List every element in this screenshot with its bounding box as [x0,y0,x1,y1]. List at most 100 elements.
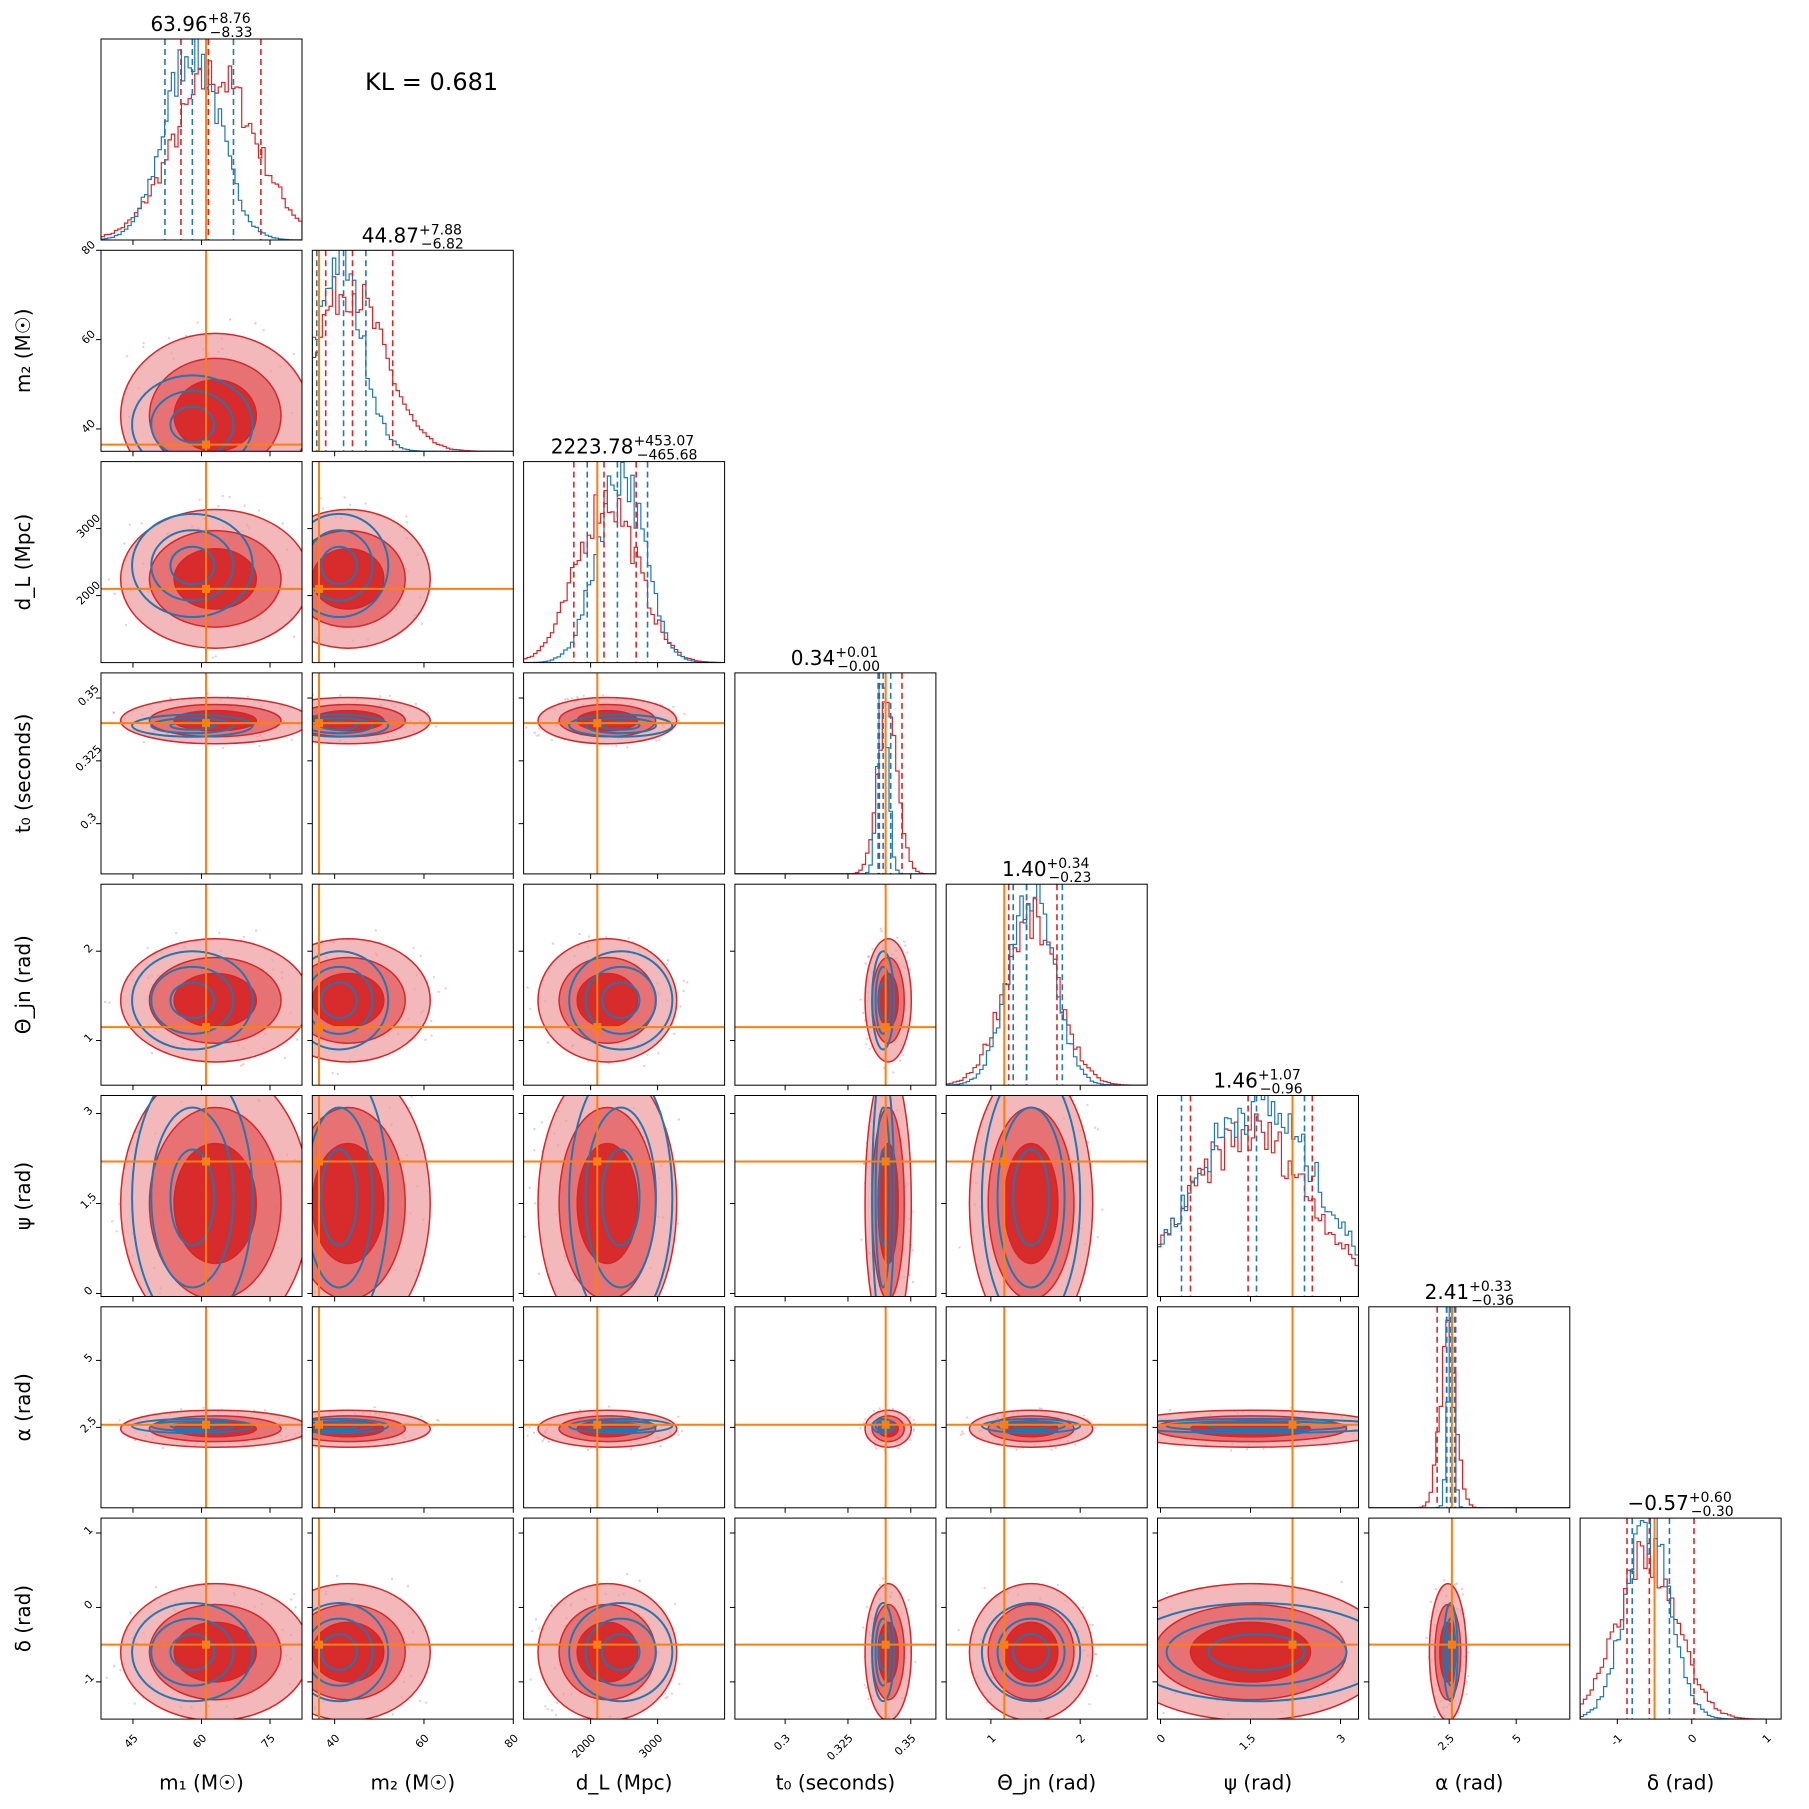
blue-contour-level-2 [584,965,657,1035]
blue-contour-level-3 [878,1633,889,1671]
blue-contour-level-2 [150,529,235,602]
y-tick-label: 0.325 [73,743,104,774]
truth-marker [315,1420,323,1429]
sample-point [523,1235,527,1239]
sample-point [1102,1619,1104,1621]
blue-contour-level-3 [320,545,358,586]
contour-panel: 2000 3000 [518,1517,726,1761]
sample-point [281,522,285,525]
sample-point [198,498,201,501]
sample-point [1058,1344,1060,1346]
sample-point [292,635,296,639]
sample-point [306,1438,308,1440]
x-axis-label: α (rad) [1435,1770,1503,1794]
blue-contour-level-3 [600,720,641,731]
sample-point [875,1447,878,1450]
sample-point [303,606,305,608]
sample-point [683,712,686,716]
sample-point [1457,1710,1460,1714]
sample-point [1380,1420,1382,1422]
sample-point [647,1315,649,1317]
histogram-panel: 2223.78+453.07 −465.68 [523,434,726,668]
contour-panel: 2000 3000 [74,461,305,668]
sample-point [304,1213,306,1215]
sample-point [1152,1714,1154,1716]
sample-point [257,505,259,507]
sample-point [664,1697,667,1700]
sample-point [629,1448,633,1451]
blue-contour-level-1 [312,713,390,738]
sample-point [189,1062,191,1064]
sample-point [657,1052,660,1055]
sample-point [435,1418,439,1422]
blue-contour-level-2 [150,965,235,1035]
sample-point [184,334,188,338]
sample-point [627,1339,629,1341]
sample-point [430,1034,433,1037]
sample-point [533,1202,537,1205]
red-contour-level-3 [576,1142,639,1265]
sample-point [254,322,257,325]
truth-marker [881,1157,890,1166]
sample-point [295,531,297,533]
truth-marker [202,1640,211,1649]
sample-point [578,932,581,936]
sample-point [1102,1430,1104,1432]
sample-point [257,509,261,512]
blue-contour-level-3 [320,1148,358,1247]
sample-point [908,968,912,971]
sample-point [664,1692,667,1695]
truth-marker [202,440,211,449]
sample-point [537,1272,541,1276]
sample-point [906,951,909,954]
sample-point [1454,1583,1457,1586]
truth-marker [1447,1640,1456,1649]
sample-point [575,696,579,699]
blue-contour-level-3 [1446,1633,1455,1671]
y-tick-label: 3 [81,1104,95,1118]
y-tick-label: 80 [79,238,98,257]
sample-point [673,1032,676,1035]
blue-contour-level-2 [874,1617,892,1687]
sample-point [540,1121,544,1124]
truth-marker [315,719,323,728]
contour-panel [729,1306,937,1513]
sample-point [307,603,309,605]
blue-contour-level-3 [320,981,358,1020]
sample-point [627,936,630,940]
sample-point [408,1106,411,1110]
histogram-panel: 0.34+0.01 −0.00 [734,645,937,879]
sample-point [437,990,440,994]
sample-point [655,739,658,742]
sample-point [912,1428,915,1431]
sample-point [907,1598,910,1602]
sample-point [538,727,541,730]
truth-marker [315,1023,323,1032]
sample-point [1101,1208,1104,1211]
sample-point [303,977,305,979]
histogram-panel: 1.46+1.07 −0.96 [1157,1068,1359,1302]
sample-point [1086,1103,1089,1107]
contour-panel: 40 60 80 [79,238,303,507]
sample-point [360,1077,362,1079]
blue-contour-level-2 [874,965,892,1035]
truth-marker [593,1157,602,1166]
sample-point [1364,1430,1366,1432]
blue-contour-level-1 [312,1417,390,1435]
blue-contour-level-2 [312,1617,374,1687]
sample-point [1137,1432,1139,1434]
sample-point [410,1095,413,1098]
sample-point [242,1062,245,1066]
sample-point [1425,1636,1428,1640]
sample-point [128,523,132,526]
sample-point [1015,1448,1018,1451]
blue-contour-level-2 [150,1420,235,1432]
sample-point [864,1418,867,1421]
sample-point [891,1407,895,1411]
blue-histogram [1368,1306,1570,1508]
sample-point [278,475,280,477]
sample-point [1390,1652,1392,1654]
sample-point [677,1118,681,1121]
sample-point [215,499,217,501]
sample-point [894,1721,896,1723]
